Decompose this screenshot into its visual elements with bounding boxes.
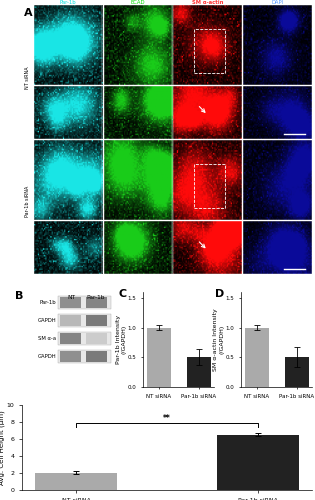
Text: A: A: [24, 8, 32, 18]
Bar: [58, 314, 111, 328]
Bar: [285, 357, 309, 386]
Bar: [194, 164, 225, 208]
Title: DAPI: DAPI: [272, 0, 284, 4]
Text: GAPDH: GAPDH: [37, 354, 56, 359]
Bar: [60, 298, 81, 308]
Bar: [60, 352, 81, 362]
Bar: [35, 473, 117, 490]
Y-axis label: Avg. Cell Height (μm): Avg. Cell Height (μm): [0, 410, 5, 484]
Bar: [187, 357, 211, 386]
Bar: [86, 352, 107, 362]
Text: NT: NT: [67, 295, 75, 300]
Y-axis label: Par-1b Intensity
(/GAPDH): Par-1b Intensity (/GAPDH): [116, 315, 126, 364]
Text: B: B: [14, 290, 23, 300]
Text: GAPDH: GAPDH: [37, 318, 56, 323]
Text: NT siRNA: NT siRNA: [25, 66, 30, 89]
Bar: [58, 332, 111, 345]
Y-axis label: SM α-actin Intensity
(/GAPDH): SM α-actin Intensity (/GAPDH): [214, 308, 224, 371]
Title: SM α-actin: SM α-actin: [192, 0, 223, 4]
Bar: [86, 298, 107, 308]
Text: Par-1b: Par-1b: [39, 300, 56, 306]
Bar: [147, 328, 171, 386]
Bar: [58, 350, 111, 363]
Text: Par-1b siRNA: Par-1b siRNA: [25, 186, 30, 218]
Bar: [86, 334, 107, 344]
Bar: [194, 29, 225, 72]
Title: ECAD: ECAD: [130, 0, 145, 4]
Bar: [244, 328, 269, 386]
Text: **: **: [163, 414, 171, 423]
Text: C: C: [119, 288, 127, 298]
Title: Par-1b: Par-1b: [60, 0, 76, 4]
Bar: [86, 316, 107, 326]
Bar: [60, 316, 81, 326]
Text: D: D: [215, 288, 224, 298]
Text: Par-1b: Par-1b: [86, 295, 105, 300]
Bar: [60, 334, 81, 344]
Bar: [58, 296, 111, 310]
Bar: [217, 434, 299, 490]
Text: SM α-a: SM α-a: [38, 336, 56, 341]
